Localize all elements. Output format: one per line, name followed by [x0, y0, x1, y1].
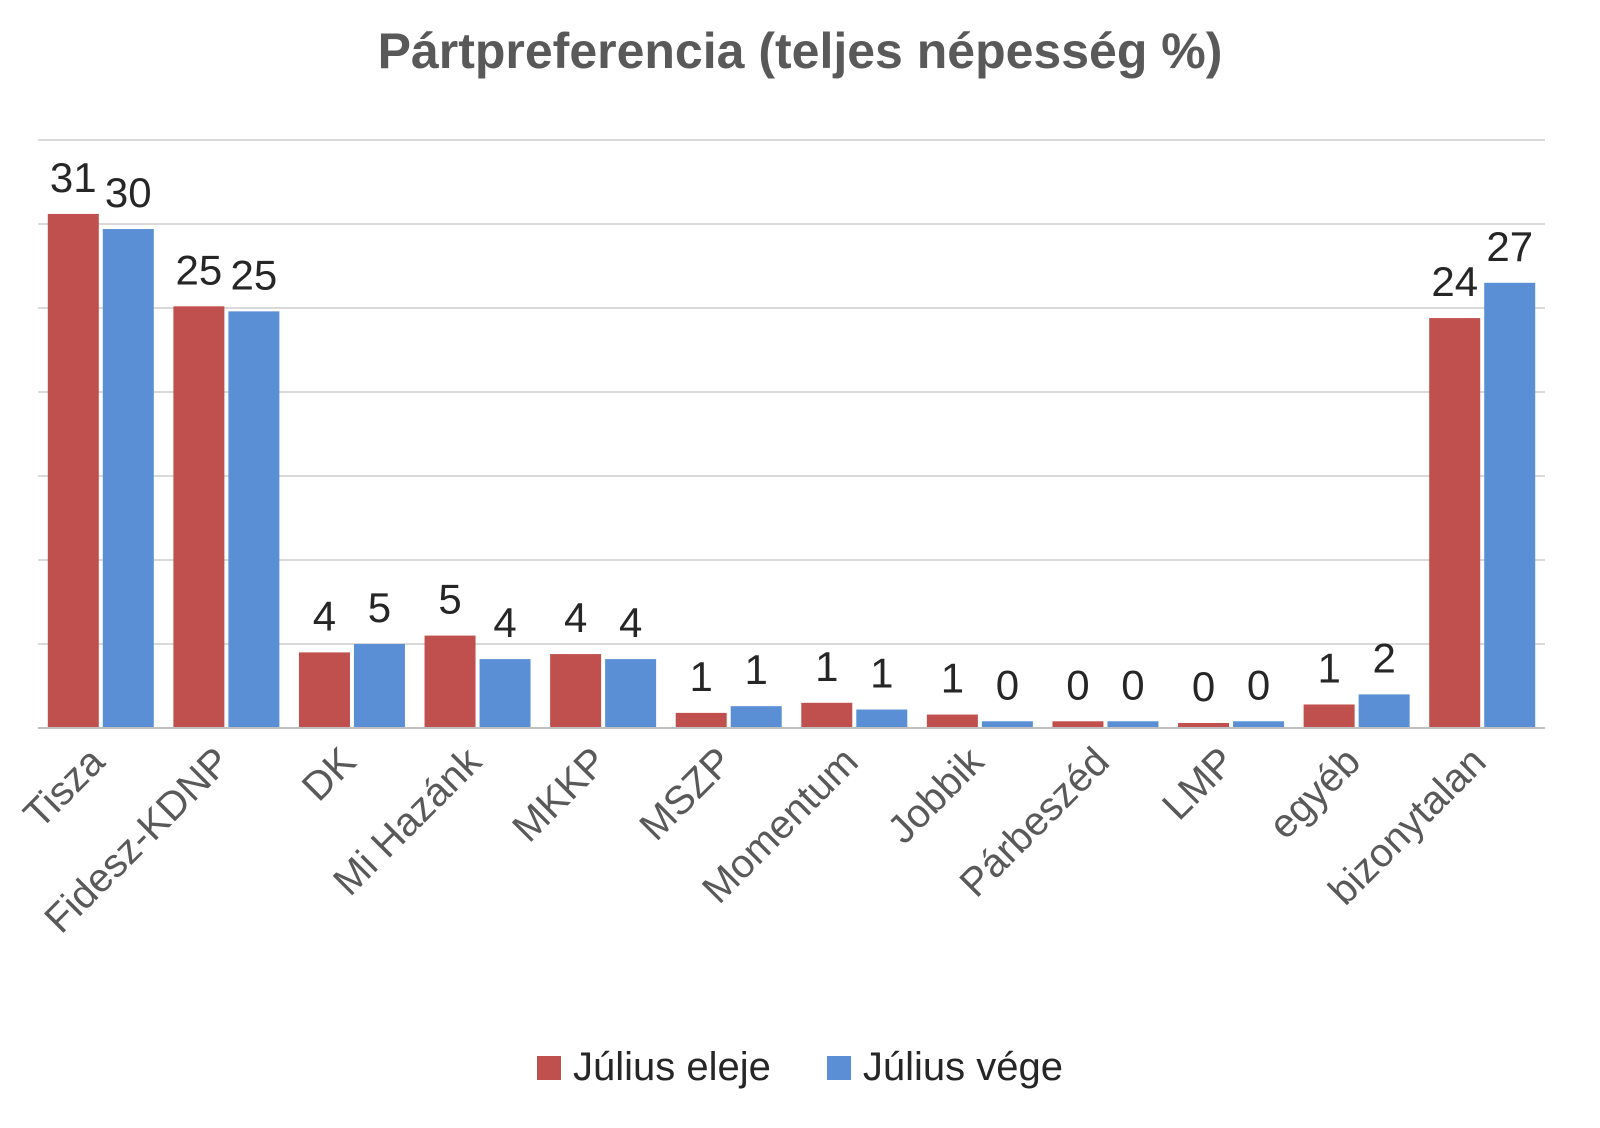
bar-2	[605, 659, 657, 728]
data-label: 0	[996, 661, 1019, 708]
data-label: 4	[313, 592, 336, 639]
legend-swatch-series-1	[536, 1055, 561, 1080]
bar-1	[47, 213, 99, 729]
legend-label-series-2: Július vége	[862, 1045, 1063, 1089]
bar-2	[1107, 721, 1159, 728]
data-label: 1	[690, 653, 713, 700]
data-label: 27	[1486, 223, 1533, 270]
category-tick-label: Jobbik	[879, 739, 993, 853]
data-label: 5	[368, 584, 391, 631]
bar-2	[730, 706, 782, 728]
bar-1	[173, 306, 225, 728]
category-tick-label: LMP	[1154, 739, 1243, 828]
bar-2	[1233, 721, 1285, 728]
data-label: 5	[438, 576, 461, 623]
bar-2	[981, 721, 1033, 728]
bar-1	[1429, 318, 1481, 728]
category-tick-label: Tisza	[16, 739, 114, 837]
data-label: 24	[1431, 258, 1478, 305]
bar-1	[926, 714, 978, 728]
bar-1	[298, 652, 350, 728]
bar-1	[1052, 721, 1104, 728]
data-label: 4	[564, 594, 587, 641]
legend-label-series-1: Július eleje	[572, 1045, 771, 1089]
bar-2	[228, 311, 280, 728]
legend-swatch-series-2	[826, 1055, 851, 1080]
data-label: 25	[176, 246, 223, 293]
data-label: 31	[50, 154, 97, 201]
data-label: 30	[105, 169, 152, 216]
category-tick-label: MSZP	[631, 739, 741, 849]
chart-title: Pártpreferencia (teljes népesség %)	[377, 23, 1223, 79]
data-label: 1	[941, 655, 964, 702]
data-label: 25	[231, 251, 278, 298]
legend-item-series-1: Július eleje	[536, 1045, 771, 1090]
data-label: 1	[815, 643, 838, 690]
bar-1	[801, 702, 853, 728]
bar-2	[1484, 282, 1536, 728]
data-label: 1	[870, 650, 893, 697]
data-label: 0	[1192, 663, 1215, 710]
legend-item-series-2: Július vége	[826, 1045, 1063, 1090]
bar-1	[1178, 722, 1230, 728]
data-label: 0	[1121, 661, 1144, 708]
data-label: 1	[1317, 644, 1340, 691]
category-tick-label: egyéb	[1261, 739, 1369, 847]
bar-2	[353, 644, 405, 728]
bar-1	[1303, 704, 1355, 728]
bar-2	[856, 709, 908, 728]
bar-2	[1358, 694, 1410, 728]
data-label: 1	[745, 646, 768, 693]
data-label: 2	[1372, 634, 1395, 681]
bar-1	[675, 712, 727, 728]
bar-2	[102, 229, 154, 729]
data-label: 0	[1066, 661, 1089, 708]
category-tick-label: MKKP	[504, 739, 615, 850]
category-tick-label: DK	[294, 739, 365, 810]
data-label: 4	[619, 599, 642, 646]
data-label: 0	[1247, 661, 1270, 708]
chart-legend: Július eleje Július vége	[0, 1045, 1600, 1090]
data-label: 4	[493, 599, 516, 646]
bar-1	[550, 654, 602, 728]
bar-1	[424, 635, 476, 728]
bar-2	[479, 659, 531, 728]
